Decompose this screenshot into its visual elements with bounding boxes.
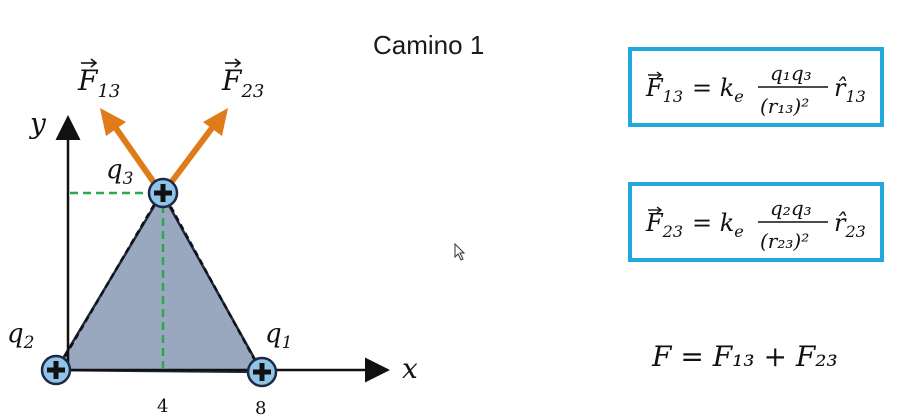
tick-label-8: 8 — [255, 398, 266, 419]
force-arrowhead-f13 — [100, 108, 126, 136]
x-axis-label: x — [402, 352, 418, 385]
charge-q1 — [246, 356, 278, 388]
charge-q2 — [40, 354, 72, 386]
q3-label: q3 — [106, 155, 133, 189]
triangle-region — [53, 190, 265, 374]
charge-q3 — [147, 177, 179, 209]
svg-text:F13: F13 — [77, 64, 120, 102]
mouse-cursor-icon — [454, 243, 466, 261]
q1-label: q1 — [265, 319, 292, 353]
svg-text:F23: F23 — [221, 64, 264, 102]
svg-text:= ke: = ke — [692, 209, 744, 241]
formula-f23: F23 = ke q₂q₃ (r₂₃)² r̂23 — [645, 196, 866, 253]
page-title: Camino 1 — [373, 30, 485, 60]
svg-text:(r₂₃)²: (r₂₃)² — [760, 229, 809, 253]
f23-label: F23 — [221, 58, 264, 102]
dashed-side-q2-q3 — [58, 197, 160, 366]
svg-text:q₁q₃: q₁q₃ — [770, 61, 812, 85]
f13-label: F13 — [77, 58, 120, 102]
formula-box-f23: F23 = ke q₂q₃ (r₂₃)² r̂23 — [628, 182, 884, 262]
svg-text:r̂23: r̂23 — [834, 209, 866, 241]
force-arrowhead-f23 — [203, 108, 228, 136]
dashed-side-q3-q1 — [164, 197, 260, 367]
svg-text:r̂13: r̂13 — [834, 74, 866, 106]
svg-text:= ke: = ke — [692, 74, 744, 106]
svg-text:F23: F23 — [645, 209, 683, 241]
force-arrow-f13 — [110, 122, 158, 186]
svg-text:(r₁₃)²: (r₁₃)² — [760, 94, 809, 118]
svg-text:F13: F13 — [645, 74, 683, 106]
tick-label-4: 4 — [157, 396, 168, 417]
total-force-formula: F = F₁₃ + F₂₃ — [652, 340, 838, 373]
formula-box-f13: F13 = ke q₁q₃ (r₁₃)² r̂13 — [628, 47, 884, 127]
formula-f13: F13 = ke q₁q₃ (r₁₃)² r̂13 — [645, 61, 866, 118]
svg-text:q₂q₃: q₂q₃ — [770, 196, 812, 220]
q2-label: q2 — [7, 319, 34, 353]
force-arrow-f23 — [167, 122, 218, 186]
y-axis-label: y — [28, 107, 47, 140]
